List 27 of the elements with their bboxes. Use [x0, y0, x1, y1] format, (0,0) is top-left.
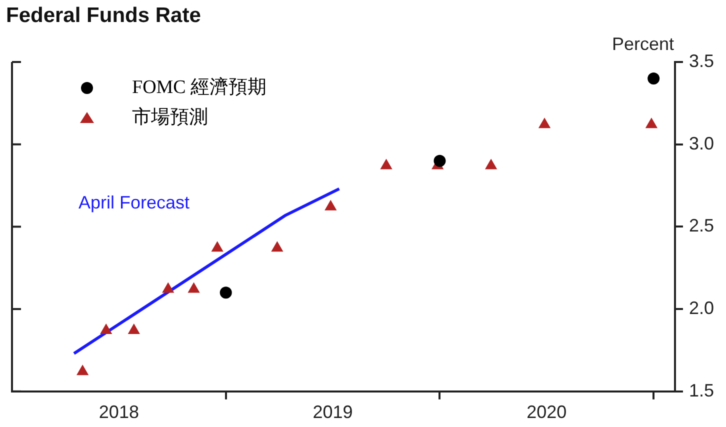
point	[380, 158, 392, 170]
point	[434, 154, 446, 167]
point	[188, 282, 200, 293]
legend-label: FOMC 經濟預期	[132, 76, 267, 98]
y-tick-label: 2.0	[688, 298, 714, 318]
point	[100, 323, 112, 334]
chart-title: Federal Funds Rate	[6, 4, 201, 28]
text: April Forecast	[78, 192, 190, 212]
y-tick-label: 1.5	[688, 380, 714, 400]
point	[324, 200, 337, 210]
point	[484, 158, 498, 170]
y-axis-title: Percent	[612, 34, 674, 55]
y-tick-label: 3.0	[688, 133, 714, 154]
point	[162, 282, 174, 293]
x-tick-label: 2019	[312, 402, 353, 422]
point	[645, 118, 658, 128]
x-tick-label: 2020	[526, 402, 567, 422]
x-tick-label: 2018	[98, 402, 139, 422]
point	[211, 241, 224, 252]
legend-label: 市場預測	[132, 106, 208, 128]
y-tick-label: 3.5	[688, 50, 714, 71]
point	[128, 323, 140, 334]
point	[271, 241, 284, 252]
point	[538, 118, 551, 128]
point	[76, 364, 89, 376]
y-tick-label: 2.5	[688, 216, 714, 236]
point	[648, 72, 660, 84]
